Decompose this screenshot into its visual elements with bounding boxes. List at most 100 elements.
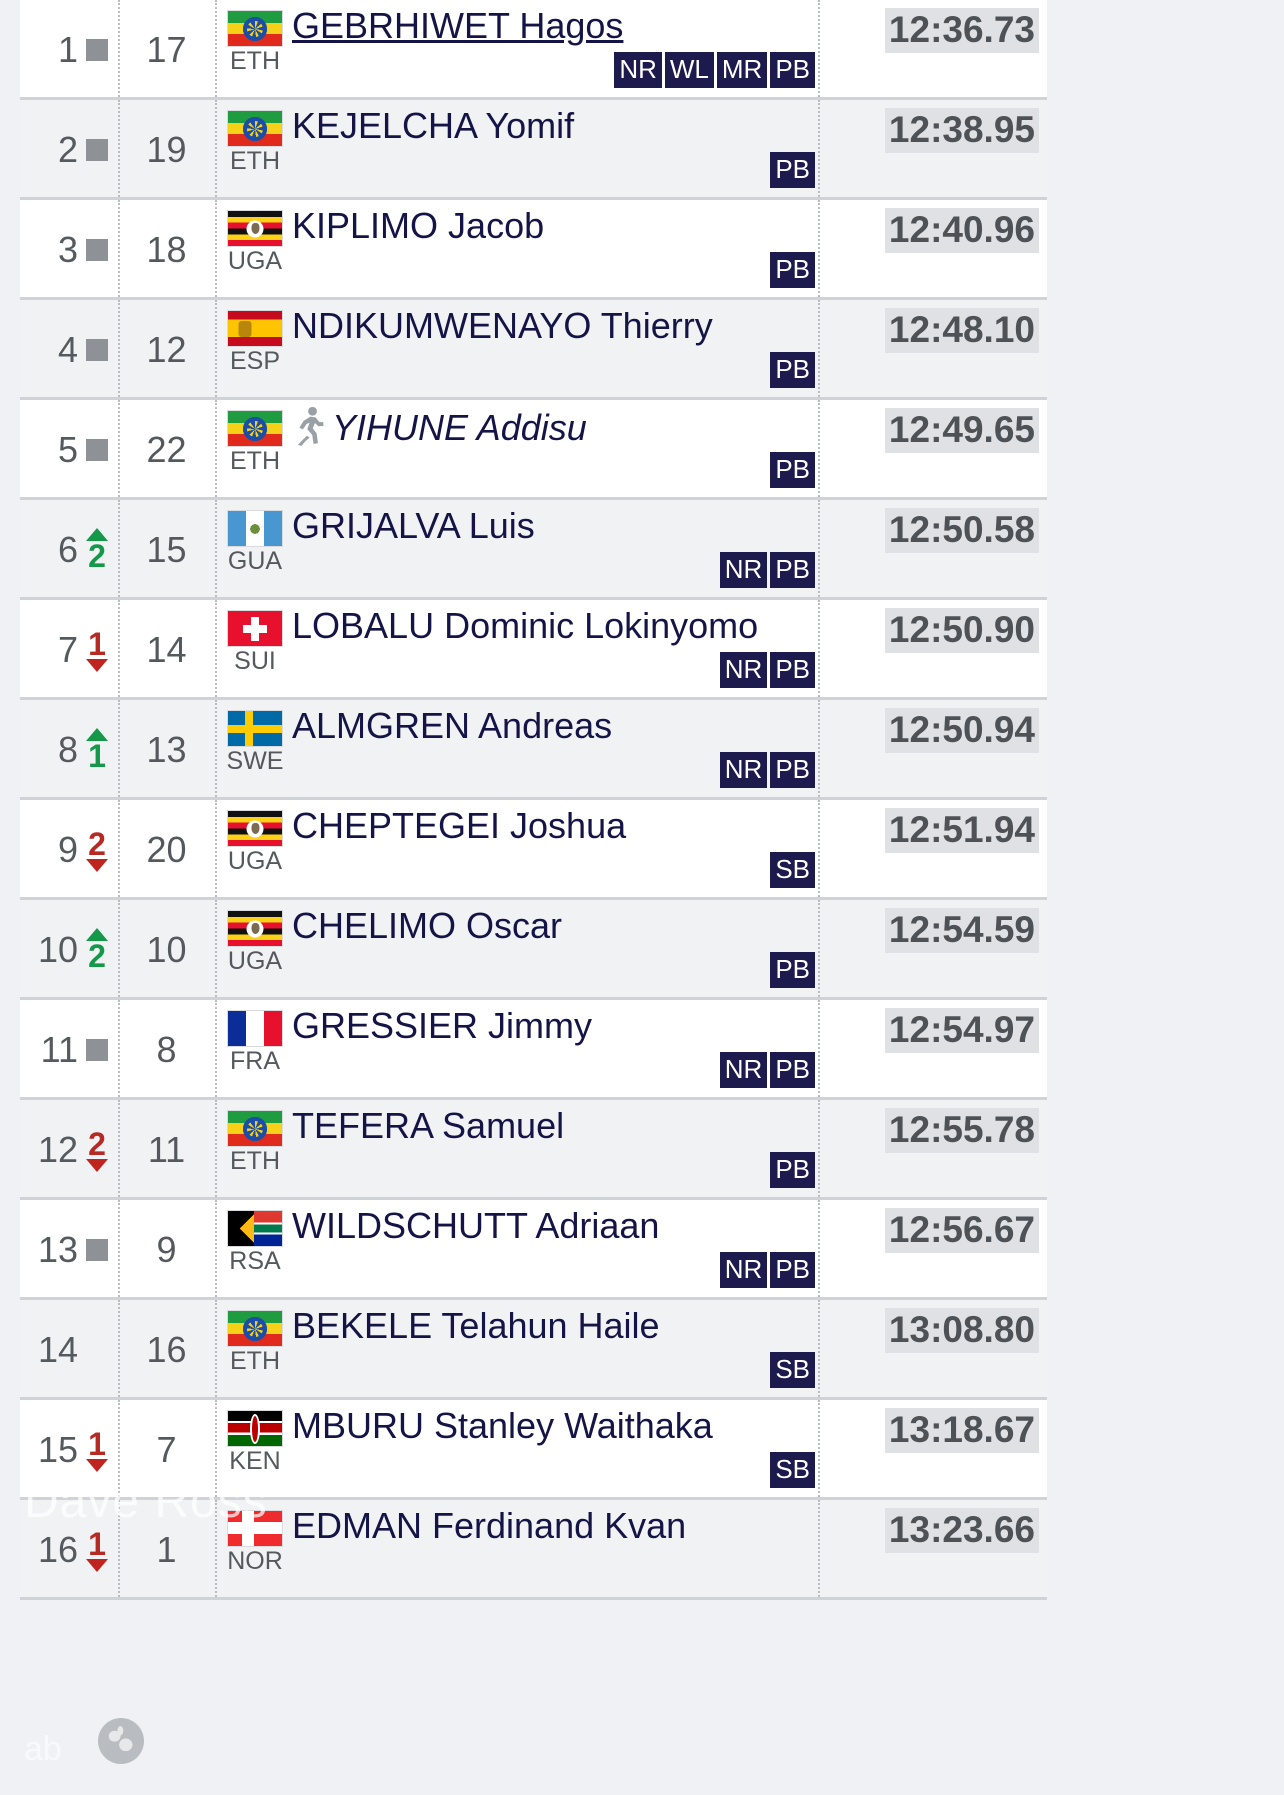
square-icon	[86, 1039, 108, 1061]
square-icon	[86, 339, 108, 361]
athlete-name[interactable]: ALMGREN Andreas	[292, 705, 613, 746]
square-icon	[86, 1239, 108, 1261]
rank-number: 6	[57, 529, 78, 570]
athlete-name[interactable]: KEJELCHA Yomif	[292, 105, 575, 146]
position-change-same	[82, 120, 112, 180]
country-code: GUA	[227, 547, 283, 575]
country-cell: NOR	[220, 1510, 290, 1574]
country-code: UGA	[227, 247, 283, 275]
result-time: 12:38.95	[884, 108, 1039, 153]
country-code: ESP	[229, 347, 281, 375]
square-icon	[86, 439, 108, 461]
rank-cell: 10 2	[20, 900, 118, 997]
flag-icon-eth	[227, 1310, 283, 1347]
bib-number: 13	[146, 729, 187, 770]
table-row[interactable]: 2 19 ETH KEJELCHA Yomif PB 12:38.95	[20, 100, 1047, 200]
result-time-cell: 12:55.78	[799, 1108, 1039, 1153]
badge-pb: PB	[770, 352, 815, 388]
arrow-up-icon	[86, 528, 108, 541]
table-row[interactable]: 10 2 10 UGA CHELIMO Oscar PB 12:54.59	[20, 900, 1047, 1000]
rank-number: 4	[57, 329, 78, 370]
result-time: 13:08.80	[884, 1308, 1039, 1353]
record-badges: NR PB	[719, 652, 815, 688]
rank-number: 10	[37, 929, 78, 970]
athlete-name[interactable]: BEKELE Telahun Haile	[292, 1305, 660, 1346]
table-row[interactable]: 9 2 20 UGA CHEPTEGEI Joshua SB 12:51.94	[20, 800, 1047, 900]
table-row[interactable]: 13 9 RSA WILDSCHUTT Adriaan NR PB 12:56.67	[20, 1200, 1047, 1300]
time-column-divider	[818, 700, 820, 797]
bib-number: 9	[156, 1229, 177, 1270]
name-cell: GRESSIER Jimmy	[292, 1006, 837, 1046]
result-time-cell: 12:38.95	[799, 108, 1039, 153]
position-change-up: 2	[82, 520, 112, 580]
name-cell: WILDSCHUTT Adriaan	[292, 1206, 837, 1246]
athlete-name[interactable]: CHEPTEGEI Joshua	[292, 805, 627, 846]
rank-number: 14	[37, 1329, 78, 1370]
table-row[interactable]: 5 22 ETH YIHUNE Addisu PB 12:49.65	[20, 400, 1047, 500]
rank-cell: 16 1	[20, 1500, 118, 1597]
record-badges: PB	[770, 952, 815, 988]
record-badges: PB	[770, 252, 815, 288]
square-icon	[86, 39, 108, 61]
athlete-name[interactable]: NDIKUMWENAYO Thierry	[292, 305, 713, 346]
result-time-cell: 12:49.65	[799, 408, 1039, 453]
athlete-name[interactable]: TEFERA Samuel	[292, 1105, 565, 1146]
table-row[interactable]: 11 8 FRA GRESSIER Jimmy NR PB 12:54.97	[20, 1000, 1047, 1100]
athlete-name[interactable]: WILDSCHUTT Adriaan	[292, 1205, 660, 1246]
table-row[interactable]: 8 1 13 SWE ALMGREN Andreas NR PB 12:50.94	[20, 700, 1047, 800]
result-time: 12:36.73	[884, 8, 1039, 53]
country-cell: SWE	[220, 710, 290, 774]
time-column-divider	[818, 900, 820, 997]
name-cell: GRIJALVA Luis	[292, 506, 837, 546]
table-row[interactable]: 6 2 15 GUA GRIJALVA Luis NR PB 12:50.58	[20, 500, 1047, 600]
name-cell: CHELIMO Oscar	[292, 906, 837, 946]
country-code: KEN	[229, 1447, 281, 1475]
table-row[interactable]: 14 16 ETH BEKELE Telahun Haile SB 13:08.80	[20, 1300, 1047, 1400]
athlete-name[interactable]: GRIJALVA Luis	[292, 505, 535, 546]
athlete-name[interactable]: LOBALU Dominic Lokinyomo	[292, 605, 759, 646]
rank-number: 11	[40, 1029, 78, 1070]
athlete-name[interactable]: YIHUNE Addisu	[292, 406, 837, 448]
flag-emblem	[250, 1413, 260, 1444]
globe-icon	[98, 1718, 144, 1764]
badge-nr: NR	[719, 1252, 768, 1288]
athlete-name[interactable]: MBURU Stanley Waithaka	[292, 1405, 713, 1446]
country-code: UGA	[227, 847, 283, 875]
time-column-divider	[818, 0, 820, 97]
athlete-name[interactable]: GEBRHIWET Hagos	[292, 5, 624, 46]
bib-number: 12	[146, 329, 187, 370]
result-time-cell: 12:50.90	[799, 608, 1039, 653]
result-time-cell: 12:48.10	[799, 308, 1039, 353]
table-row[interactable]: 4 12 ESP NDIKUMWENAYO Thierry PB 12:48.10	[20, 300, 1047, 400]
flag-emblem	[246, 220, 264, 237]
badge-pb: PB	[770, 252, 815, 288]
name-cell: ALMGREN Andreas	[292, 706, 837, 746]
table-row[interactable]: 12 2 11 ETH TEFERA Samuel PB 12:55.78	[20, 1100, 1047, 1200]
rank-cell: 14	[20, 1300, 118, 1397]
athlete-name[interactable]: GRESSIER Jimmy	[292, 1005, 593, 1046]
country-cell: ETH	[220, 1310, 290, 1374]
result-time: 12:54.59	[884, 908, 1039, 953]
table-row[interactable]: 16 1 1 NOR EDMAN Ferdinand Kvan 13:23.66	[20, 1500, 1047, 1600]
flag-emblem	[246, 920, 264, 937]
record-badges: SB	[770, 1452, 815, 1488]
rank-cell: 3	[20, 200, 118, 297]
table-row[interactable]: 3 18 UGA KIPLIMO Jacob PB 12:40.96	[20, 200, 1047, 300]
table-row[interactable]: 7 1 14 SUI LOBALU Dominic Lokinyomo NR PB 12:50…	[20, 600, 1047, 700]
time-column-divider	[818, 1200, 820, 1297]
country-code: ETH	[230, 447, 280, 475]
flag-emblem	[228, 1211, 254, 1246]
athlete-name[interactable]: CHELIMO Oscar	[292, 905, 563, 946]
flag-icon-uga	[227, 810, 283, 847]
table-row[interactable]: 1 17 ETH GEBRHIWET Hagos NR WL MR PB 12:36.73	[20, 0, 1047, 100]
badge-pb: PB	[770, 1252, 815, 1288]
athlete-name[interactable]: EDMAN Ferdinand Kvan	[292, 1505, 687, 1546]
record-badges: PB	[770, 152, 815, 188]
result-time: 12:56.67	[884, 1208, 1039, 1253]
time-column-divider	[818, 600, 820, 697]
flag-emblem	[238, 320, 252, 337]
athlete-name[interactable]: KIPLIMO Jacob	[292, 205, 545, 246]
table-row[interactable]: 15 1 7 KEN MBURU Stanley Waithaka SB 13:18.67	[20, 1400, 1047, 1500]
